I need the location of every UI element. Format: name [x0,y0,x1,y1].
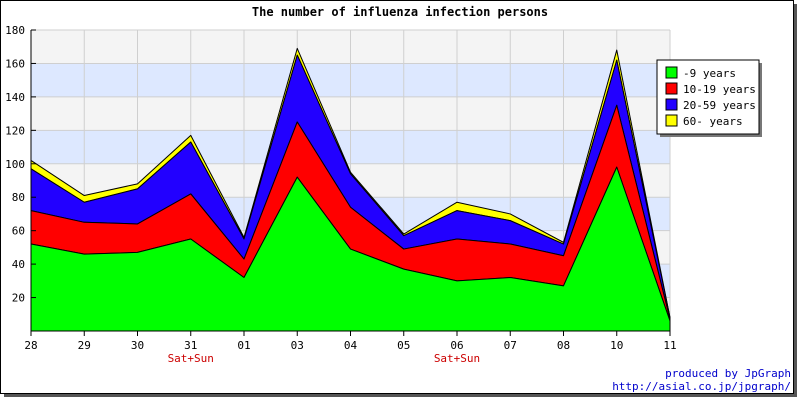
y-tick-label: 60 [12,225,25,238]
x-tick-label: 29 [78,339,91,352]
y-tick-label: 80 [12,191,25,204]
legend-label: 10-19 years [683,83,756,96]
chart-title: The number of influenza infection person… [252,5,548,19]
legend: -9 years 10-19 years 20-59 years 60- years [656,59,762,137]
x-tick-label: 07 [504,339,517,352]
x-tick-label: 08 [557,339,570,352]
y-tick-label: 100 [5,158,25,171]
x-tick-label: 01 [237,339,250,352]
y-tick-label: 180 [5,24,25,37]
x-tick-label: 03 [291,339,304,352]
x-tick-label: 04 [344,339,358,352]
legend-swatch [665,114,678,127]
x-weekend-label: Sat+Sun [168,352,214,365]
legend-label: 60- years [683,115,743,128]
x-tick-label: 11 [663,339,676,352]
y-axis-ticks: 20 40 60 80 100 120 140 160 180 [5,24,36,305]
y-tick-label: 20 [12,292,25,305]
x-tick-label: 28 [24,339,37,352]
x-tick-label: 31 [184,339,197,352]
legend-label: -9 years [683,67,736,80]
legend-swatch [665,98,678,111]
x-tick-label: 06 [450,339,463,352]
y-tick-label: 120 [5,124,25,137]
x-tick-label: 30 [131,339,144,352]
legend-label: 20-59 years [683,99,756,112]
credit-line-1: produced by JpGraph [665,367,791,380]
credit-line-2: http://asial.co.jp/jpgraph/ [612,380,791,393]
x-tick-label: 05 [397,339,410,352]
y-tick-label: 140 [5,91,25,104]
x-weekend-label: Sat+Sun [434,352,480,365]
x-tick-label: 10 [610,339,623,352]
legend-swatch [665,82,678,95]
y-tick-label: 160 [5,57,25,70]
legend-swatch [665,66,678,79]
y-tick-label: 40 [12,258,25,271]
